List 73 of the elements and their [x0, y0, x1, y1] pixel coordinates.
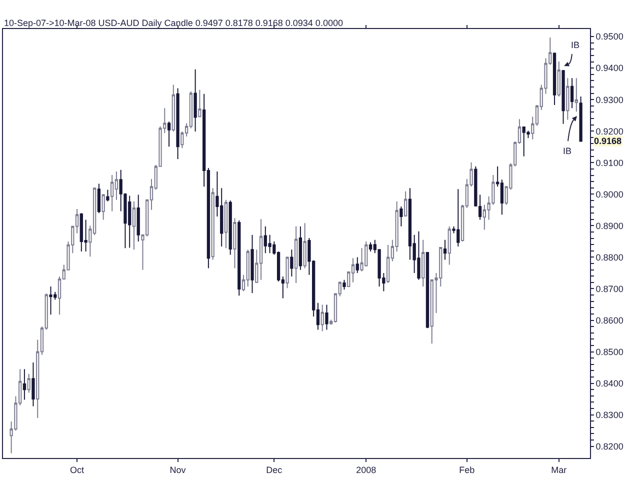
y-tick-label: 0.8300 — [596, 410, 624, 420]
y-tick-label: 0.9400 — [596, 63, 624, 74]
candlestick — [136, 194, 140, 242]
candlestick — [422, 239, 425, 288]
chart-title: 10-Sep-07->10-Mar-08 USD-AUD Daily Candle 0.9497 0.8178 0.9168 0.0934 0.0000 — [4, 18, 343, 28]
annotation: 0.9168 — [594, 136, 622, 146]
candlestick — [286, 256, 289, 289]
candlestick — [562, 69, 565, 124]
candlestick — [552, 52, 556, 106]
candlestick — [557, 60, 560, 97]
candlestick — [224, 199, 228, 249]
candlestick — [298, 226, 302, 270]
y-tick-label: 0.8400 — [596, 378, 624, 388]
candlestick — [443, 239, 447, 260]
candlestick — [574, 78, 578, 112]
x-tick-label: Mar — [551, 464, 567, 475]
y-tick-label: 0.9300 — [596, 94, 624, 105]
annotation: IB — [563, 146, 572, 156]
candlestick — [294, 226, 298, 284]
candlestick — [404, 190, 408, 218]
y-tick-label: 0.9100 — [596, 158, 624, 168]
y-tick-label: 0.8700 — [596, 284, 624, 294]
candlestick — [426, 252, 430, 329]
y-tick-label: 0.9500 — [596, 32, 624, 42]
y-tick-label: 0.8800 — [596, 252, 624, 262]
candlestick — [211, 188, 214, 260]
candlestick — [566, 78, 570, 120]
candlestick — [172, 84, 175, 132]
candlestick — [448, 226, 451, 266]
y-tick-label: 0.8500 — [596, 346, 624, 357]
candlestick — [351, 258, 355, 283]
candlestick — [400, 206, 403, 227]
y-tick-label: 0.9200 — [596, 126, 624, 136]
y-tick-label: 0.8600 — [596, 315, 624, 326]
candlestick — [356, 256, 359, 274]
candlestick — [198, 89, 202, 118]
candlestick — [97, 183, 101, 214]
candlestick — [250, 234, 254, 294]
candlestick — [368, 242, 372, 252]
candlestick — [22, 368, 26, 400]
candlestick — [27, 373, 30, 394]
x-tick-label: Oct — [70, 464, 85, 475]
candlestick — [417, 230, 420, 280]
candlestick — [579, 96, 582, 142]
y-tick-label: 0.9000 — [596, 189, 624, 200]
candlestick — [325, 304, 328, 330]
candlestick — [246, 249, 250, 288]
candlestick — [49, 286, 52, 316]
candlestick — [228, 200, 232, 256]
candlestick — [290, 249, 294, 277]
x-tick-label: Feb — [459, 464, 475, 475]
candlestick — [167, 121, 171, 148]
x-tick-label: Nov — [170, 464, 186, 475]
x-tick-label: 2008 — [356, 464, 376, 475]
candlestick — [110, 174, 114, 212]
candlestick — [259, 218, 263, 280]
candlestick — [386, 244, 390, 284]
annotation: IB — [571, 40, 580, 50]
candlestick — [238, 220, 241, 296]
candlestick — [233, 218, 236, 269]
candlestick — [32, 362, 35, 407]
y-tick-label: 0.8200 — [596, 441, 624, 452]
x-tick-label: Dec — [266, 464, 283, 475]
candlestick — [132, 200, 136, 250]
candlestick — [194, 68, 197, 132]
candlestick — [342, 279, 346, 290]
candlestick — [320, 304, 324, 332]
candlestick — [106, 189, 110, 202]
y-tick-label: 0.8900 — [596, 220, 624, 231]
candlestick — [102, 194, 105, 220]
candlestick — [570, 78, 574, 109]
candlestick — [176, 88, 180, 160]
candlestick — [303, 222, 306, 269]
